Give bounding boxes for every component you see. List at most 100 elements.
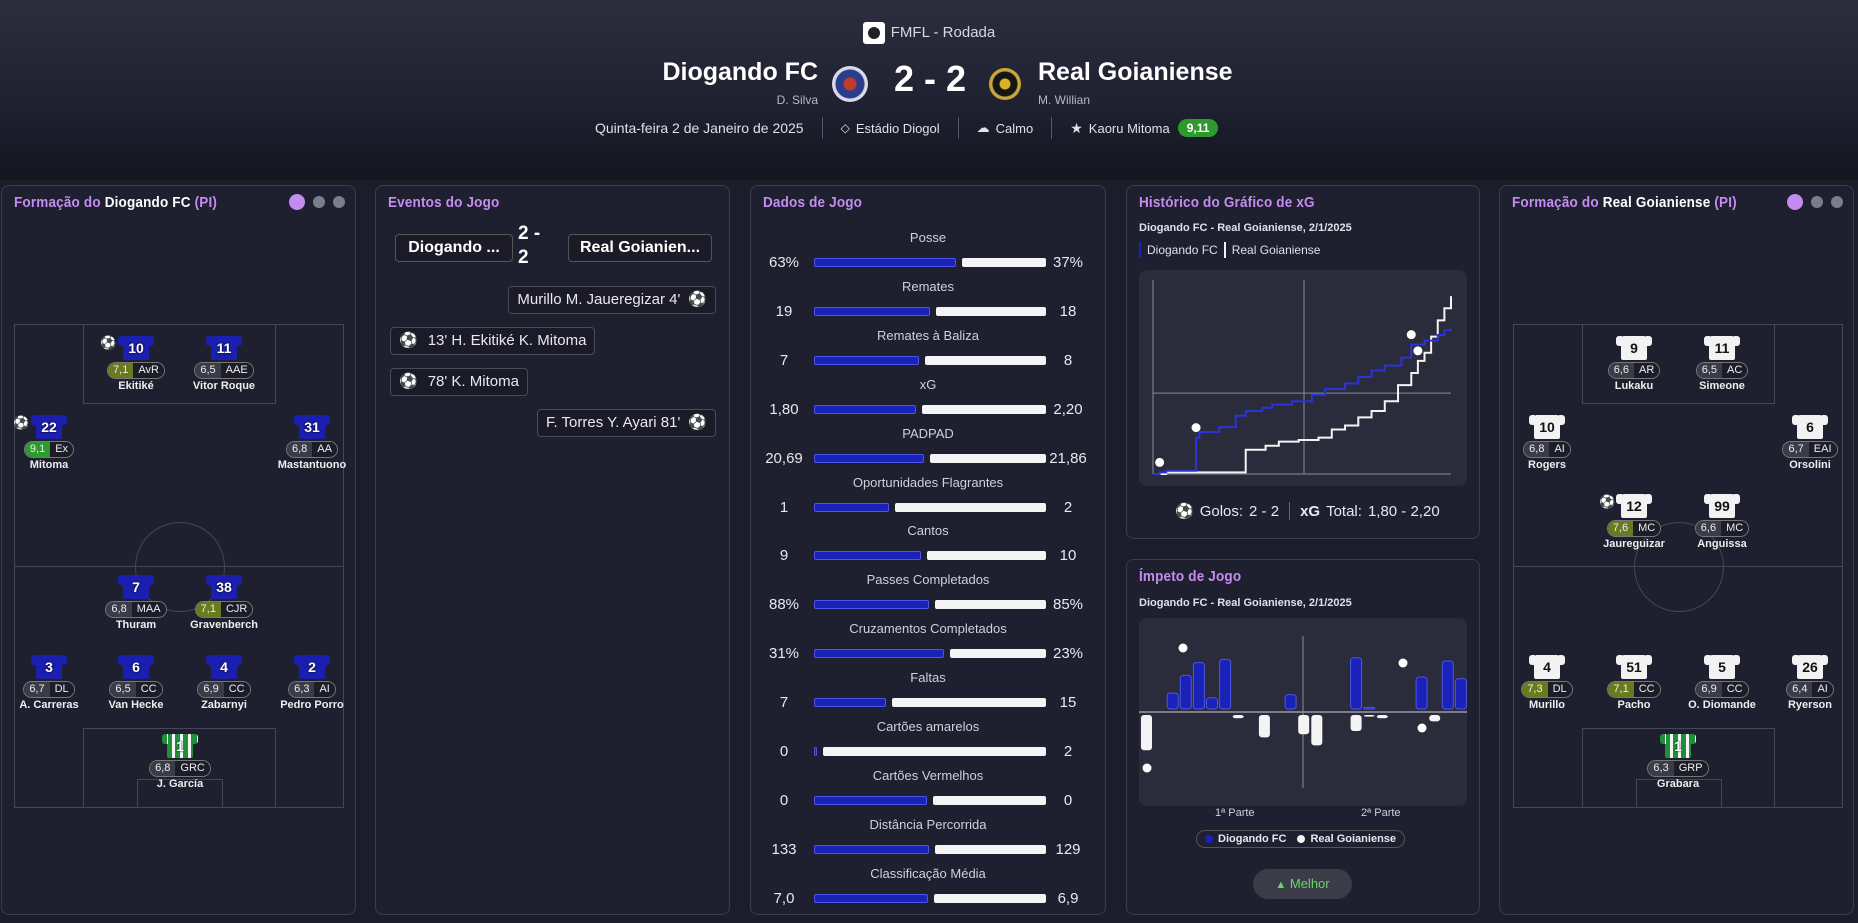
legend-away-label: Real Goianiense: [1231, 243, 1321, 257]
stat-away-value: 21,86: [1049, 449, 1087, 467]
player-rating: 6,3: [1648, 761, 1674, 776]
view-dot-3[interactable]: [333, 196, 345, 208]
shirt-icon: 1: [1660, 734, 1696, 758]
stat-away-value: 85%: [1052, 596, 1084, 614]
player-card[interactable]: 26 6,4 AI Ryerson: [1760, 655, 1858, 711]
goal-ball-icon: [1155, 457, 1165, 467]
view-dot-1[interactable]: [289, 194, 305, 210]
shirt-icon: 51: [1616, 655, 1652, 679]
player-name: Ryerson: [1787, 699, 1833, 711]
view-dot-3[interactable]: [1831, 196, 1843, 208]
player-card[interactable]: 10 7,1 AvR Ekitiké: [86, 336, 186, 392]
lineup-view-dots[interactable]: [289, 194, 345, 210]
events-home-team[interactable]: Diogando ...: [395, 234, 513, 262]
player-rating: 6,6: [1608, 363, 1634, 378]
events-away-team[interactable]: Real Goianien...: [568, 234, 712, 262]
goal-ball-icon: [1178, 643, 1188, 653]
player-rating: 6,8: [287, 442, 313, 457]
away-team-name[interactable]: Real Goianiense: [1038, 58, 1233, 86]
player-card[interactable]: 6 6,7 EAI Orsolini: [1760, 415, 1858, 471]
better-button[interactable]: ▲ Melhor: [1253, 869, 1352, 899]
player-card[interactable]: 7 6,8 MAA Thuram: [86, 575, 186, 631]
player-rating: 6,8: [106, 602, 132, 617]
stats-title: Dados de Jogo: [763, 194, 863, 211]
player-rating-row: 7,1 CC: [1607, 681, 1661, 698]
home-manager: D. Silva: [776, 93, 818, 107]
player-card[interactable]: 38 7,1 CJR Gravenberch: [174, 575, 274, 631]
view-dot-1[interactable]: [1787, 194, 1803, 210]
view-dot-2[interactable]: [313, 196, 325, 208]
player-card[interactable]: 12 7,6 MC Jaureguizar: [1584, 494, 1684, 550]
momentum-title: Ímpeto de Jogo: [1139, 568, 1242, 585]
home-team-name[interactable]: Diogando FC: [662, 58, 818, 86]
match-event[interactable]: ⚽ 13' H. Ekitiké K. Mitoma: [390, 327, 596, 355]
player-rating: 6,9: [198, 682, 224, 697]
legend-home-label: Diogando FC: [1218, 833, 1287, 845]
pitch-penalty-box-top: [1582, 324, 1775, 404]
player-card[interactable]: 9 6,6 AR Lukaku: [1584, 336, 1684, 392]
player-rating-row: 6,8 AA: [286, 441, 338, 458]
stat-bar-home: [814, 453, 924, 463]
home-team-badge-icon[interactable]: [832, 66, 868, 102]
stat-away-value: 2,20: [1053, 400, 1083, 418]
player-card[interactable]: 6 6,5 CC Van Hecke: [86, 655, 186, 711]
shirt-icon: 31: [294, 415, 330, 439]
momentum-bar-home: [1363, 706, 1376, 710]
stat-label: Faltas: [910, 670, 946, 686]
player-card[interactable]: 5 6,9 CC O. Diomande: [1672, 655, 1772, 711]
momentum-bar-away: [1232, 715, 1244, 719]
xg-chart: [1152, 280, 1452, 475]
home-lineup-panel: Formação do Diogando FC (PI) ⚽ ⚽ 10 7,1 Av…: [1, 185, 356, 915]
view-dot-2[interactable]: [1811, 196, 1823, 208]
player-card[interactable]: 10 6,8 AI Rogers: [1497, 415, 1597, 471]
player-name: Ekitiké: [118, 380, 154, 392]
player-card[interactable]: 3 6,7 DL A. Carreras: [0, 655, 99, 711]
first-half-label: 1ª Parte: [1215, 807, 1255, 819]
player-rating: 6,8: [1524, 442, 1550, 457]
player-position: AI: [314, 682, 335, 697]
match-event[interactable]: ⚽ 78' K. Mitoma: [390, 368, 528, 396]
player-of-match[interactable]: Kaoru Mitoma: [1088, 120, 1170, 136]
player-card[interactable]: 22 9,1 Ex Mitoma: [0, 415, 99, 471]
player-rating: 7,1: [195, 602, 221, 617]
player-card[interactable]: 1 6,3 GRP Grabara: [1628, 734, 1728, 790]
match-event[interactable]: F. Torres Y. Ayari 81' ⚽: [536, 409, 716, 437]
stat-bar-away: [925, 355, 1046, 365]
player-card[interactable]: 1 6,8 GRC J. García: [130, 734, 230, 790]
away-team-badge-icon[interactable]: [989, 68, 1021, 100]
player-card[interactable]: 2 6,3 AI Pedro Porro: [262, 655, 362, 711]
lineup-view-dots[interactable]: [1787, 194, 1843, 210]
pitch-penalty-box-top: [83, 324, 276, 404]
stat-bar-away: [949, 649, 1046, 659]
weather-label: Calmo: [995, 120, 1034, 136]
player-card[interactable]: 4 6,9 CC Zabarnyi: [174, 655, 274, 711]
player-card[interactable]: 11 6,5 AAE Vitor Roque: [174, 336, 274, 392]
away-lineup-panel: Formação do Real Goianiense (PI) ⚽ 9 6,6 A…: [1499, 185, 1854, 915]
player-card[interactable]: 11 6,5 AC Simeone: [1672, 336, 1772, 392]
player-card[interactable]: 99 6,6 MC Anguissa: [1672, 494, 1772, 550]
stat-home-value: 7,0: [773, 889, 795, 907]
xg-chart-area: [1139, 270, 1467, 486]
player-card[interactable]: 51 7,1 CC Pacho: [1584, 655, 1684, 711]
shirt-icon: 5: [1704, 655, 1740, 679]
momentum-bar-home: [1350, 657, 1363, 710]
player-name: Mastantuono: [277, 459, 347, 471]
momentum-subtitle: Diogando FC - Real Goianiense, 2/1/2025: [1139, 597, 1352, 609]
legend-home-label: Diogando FC: [1147, 243, 1218, 257]
match-event[interactable]: Murillo M. Jaueregizar 4' ⚽: [508, 286, 716, 314]
player-name: Anguissa: [1697, 538, 1747, 550]
player-rating-row: 6,5 AC: [1695, 362, 1749, 379]
player-name: Pedro Porro: [280, 699, 344, 711]
stat-bar-away: [891, 698, 1046, 708]
player-card[interactable]: 31 6,8 AA Mastantuono: [262, 415, 362, 471]
player-rating-row: 7,6 MC: [1606, 520, 1662, 537]
goal-ball-icon: ⚽: [100, 335, 117, 350]
shirt-icon: 9: [1616, 336, 1652, 360]
stat-home-value: 133: [771, 840, 797, 858]
player-card[interactable]: 4 7,3 DL Murillo: [1497, 655, 1597, 711]
momentum-legend: Diogando FC Real Goianiense: [1196, 830, 1406, 848]
momentum-bar-home: [1219, 658, 1232, 710]
player-name: Murillo: [1528, 699, 1566, 711]
second-half-label: 2ª Parte: [1361, 807, 1401, 819]
stat-home-value: 20,69: [765, 449, 803, 467]
